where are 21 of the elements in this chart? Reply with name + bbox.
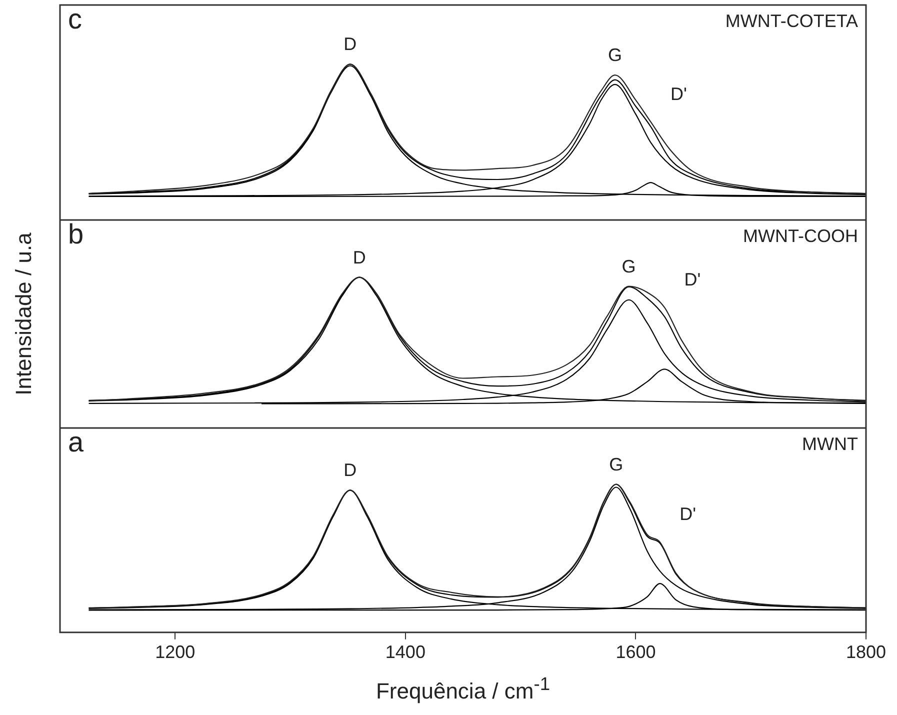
x-tick-label: 1600	[616, 642, 656, 662]
y-axis-title: Intensidade / u.a	[11, 232, 37, 396]
text: MWNT-COTETA	[725, 10, 858, 31]
text: D	[344, 34, 357, 54]
text: D	[352, 247, 366, 268]
x-axis-title: Frequência / cm$^{-1}$	[376, 673, 550, 704]
text: G	[622, 256, 636, 276]
text: D	[344, 460, 357, 480]
text: G	[609, 454, 624, 474]
x-tick-label: 1400	[385, 642, 426, 662]
text: c	[68, 4, 82, 35]
text: MWNT	[802, 434, 858, 454]
annotation: b	[68, 218, 84, 250]
annotation: G	[608, 45, 622, 66]
text: MWNT-COOH	[743, 226, 858, 246]
annotation: a	[68, 426, 84, 458]
x-tick-label: 1200	[155, 642, 196, 662]
annotation: D'	[684, 269, 701, 290]
annotation: D'	[680, 504, 696, 524]
x-tick-label: 1800	[846, 642, 886, 662]
annotation: D'	[670, 84, 687, 104]
